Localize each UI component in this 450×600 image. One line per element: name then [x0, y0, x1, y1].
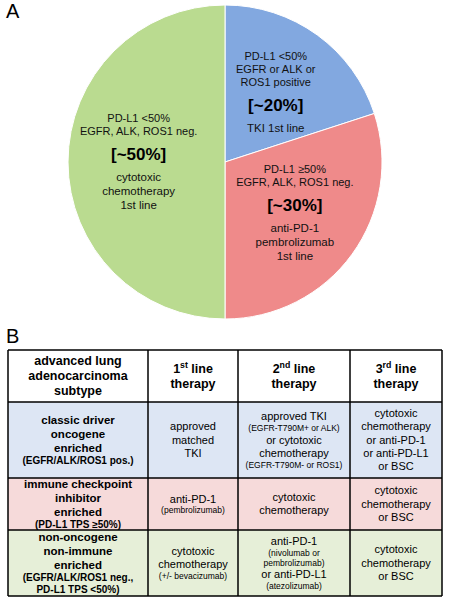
table-rule: [7, 350, 9, 596]
cell-text: cytotoxic: [375, 484, 418, 496]
cell-text: anti-PD-1: [170, 493, 216, 505]
table-rule: [8, 595, 442, 597]
cell-text: cytotoxic: [375, 407, 418, 419]
cell-text: or cytotoxic: [266, 434, 322, 446]
header-cell-text: advanced lung: [34, 354, 122, 368]
cell-text: chemotherapy: [259, 504, 329, 516]
cell-text: or anti-PD-1: [366, 434, 425, 446]
table-rule: [441, 350, 443, 596]
cell-text: inhibitor: [55, 492, 102, 504]
table-rule: [349, 350, 351, 596]
cell-text: or BSC: [378, 460, 414, 472]
cell-text: cytotoxic: [273, 491, 316, 503]
cell-text: classic driver: [41, 414, 115, 426]
header-cell-text: 3rd line: [376, 360, 417, 376]
data-label: [~50%]: [111, 145, 166, 164]
slice-description: EGFR or ALK or: [236, 63, 316, 75]
cell-text: (EGFR-T790M- or ROS1): [246, 460, 343, 470]
table-rule: [8, 477, 442, 479]
header-row: [8, 350, 442, 402]
cell-text: enriched: [54, 559, 102, 571]
slice-description: ROS1 positive: [241, 76, 311, 88]
slice-description: EGFR, ALK, ROS1 neg.: [80, 125, 197, 137]
cell-text: chemotherapy: [361, 498, 431, 510]
cell-text: (EGFR-T790M+ or ALK): [248, 423, 340, 433]
table-row: [8, 402, 442, 478]
panel-label: A: [6, 0, 20, 22]
cell-text: TKI: [184, 447, 201, 459]
cell-text: chemotherapy: [259, 447, 329, 459]
table-rule: [237, 350, 239, 596]
cell-text: or BSC: [378, 511, 414, 523]
table-rule: [8, 529, 442, 531]
header-cell-text: therapy: [170, 377, 215, 391]
figure: APD-L1 <50%EGFR or ALK orROS1 positive[~…: [0, 0, 450, 600]
cell-text: matched: [172, 434, 214, 446]
slice-therapy: anti-PD-1: [271, 222, 320, 234]
cell-text: PD-L1 TPS <50%): [36, 584, 119, 595]
cell-text: or anti-PD-L1: [363, 447, 428, 459]
cell-text: (EGFR/ALK/ROS1 neg.,: [23, 572, 134, 583]
header-cell-text: therapy: [373, 377, 418, 391]
cell-text: chemotherapy: [158, 558, 228, 570]
cell-text: (PD-L1 TPS ≥50%): [35, 519, 121, 530]
table: advanced lungadenocarcinomasubtype 1st li…: [8, 350, 442, 596]
cell-text: or anti-PD-L1: [261, 568, 326, 580]
header-cell-text: adenocarcinoma: [28, 369, 128, 383]
cell-text: enriched: [54, 506, 102, 518]
cell-text: immune checkpoint: [24, 478, 132, 490]
table-row: [8, 478, 442, 530]
header-cell-text: 2nd line: [273, 360, 316, 376]
slice-therapy: chemotherapy: [102, 185, 175, 197]
table-rule: [8, 349, 442, 351]
slice-therapy: TKI 1st line: [247, 122, 305, 134]
pie: [68, 5, 382, 319]
cell-text: oncogene: [51, 428, 105, 440]
cell-text: pembrolizumab): [264, 558, 325, 568]
cell-text: or BSC: [378, 570, 414, 582]
slice-description: PD-L1 <50%: [107, 112, 170, 124]
panel-label: B: [6, 325, 19, 347]
cell-text: cytotoxic: [172, 545, 215, 557]
cell-text: enriched: [54, 442, 102, 454]
slice-description: EGFR, ALK, ROS1 neg.: [236, 176, 353, 188]
header-cell-text: subtype: [54, 384, 102, 398]
cell-text: approved TKI: [261, 410, 327, 422]
table-row: [8, 530, 442, 596]
cell-text: chemotherapy: [361, 420, 431, 432]
header-cell-text: therapy: [271, 377, 316, 391]
data-label: [~30%]: [267, 196, 322, 215]
cell-text: (pembrolizumab): [161, 505, 225, 515]
pie-slice: [68, 5, 225, 319]
cell-text: (+/- bevacizumab): [159, 571, 227, 581]
header-cell-text: 1st line: [173, 360, 213, 376]
slice-therapy: pembrolizumab: [256, 236, 335, 248]
slice-description: PD-L1 ≥50%: [264, 163, 327, 175]
cell-text: non-immune: [44, 545, 113, 557]
cell-text: (atezolizumab): [266, 581, 322, 591]
cell-text: anti-PD-1: [271, 535, 317, 547]
slice-therapy: 1st line: [120, 199, 156, 211]
slice-description: PD-L1 <50%: [244, 50, 307, 62]
cell-text: approved: [170, 420, 216, 432]
cell-text: (nivolumab or: [268, 548, 320, 558]
slice-labels: PD-L1 <50%EGFR or ALK orROS1 positive[~2…: [80, 50, 354, 262]
cell-text: non-oncogene: [38, 531, 117, 543]
pie-slice: [225, 113, 382, 319]
table-rule: [147, 350, 149, 596]
slice-therapy: 1st line: [277, 250, 313, 262]
cell-text: chemotherapy: [361, 557, 431, 569]
data-label: [~20%]: [248, 96, 303, 115]
cell-text: cytotoxic: [375, 543, 418, 555]
table-rule: [8, 401, 442, 403]
slice-therapy: cytotoxic: [116, 171, 161, 183]
cell-text: (EGFR/ALK/ROS1 pos.): [22, 455, 133, 466]
